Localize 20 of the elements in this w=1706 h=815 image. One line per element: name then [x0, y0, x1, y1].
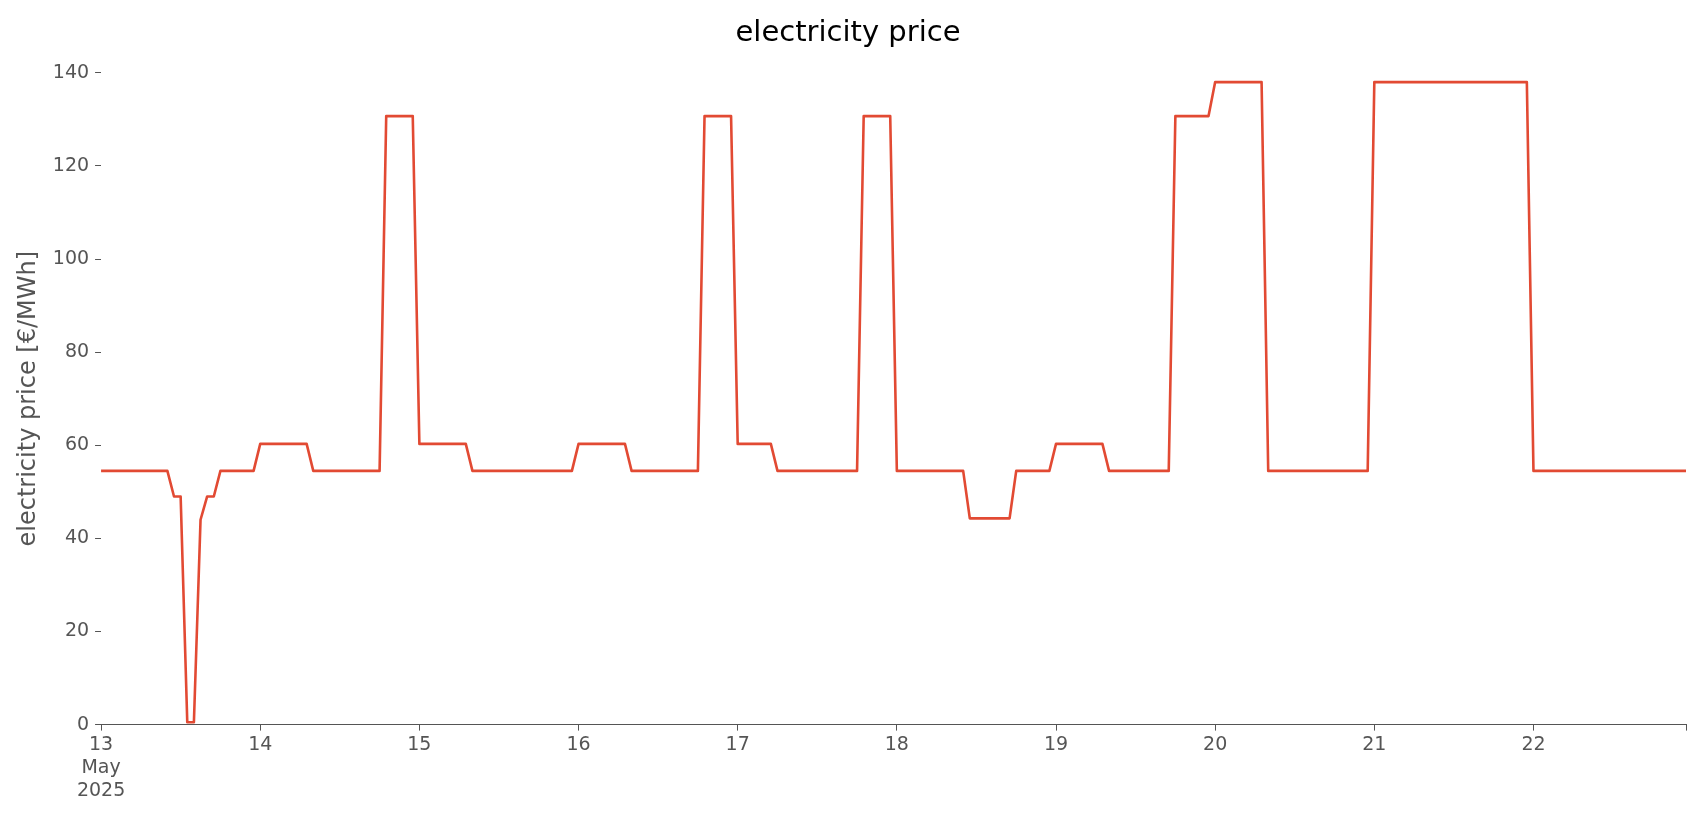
- y-tick-label: 60: [64, 432, 90, 455]
- x-tick-label: 16: [566, 731, 591, 754]
- y-tick-label: 20: [64, 618, 90, 641]
- y-tick-label: 0: [76, 711, 90, 734]
- y-tick-label: 40: [64, 525, 90, 548]
- x-tick-label: 22: [1521, 731, 1546, 754]
- y-tick-label: 140: [52, 59, 90, 82]
- x-tick-label: 18: [884, 731, 909, 754]
- x-tick-label: 19: [1043, 731, 1069, 754]
- x-tick-label: 17: [725, 731, 750, 754]
- y-tick-label: 100: [52, 245, 90, 268]
- x-tick-label: 15: [407, 731, 432, 754]
- y-tick-label: 80: [64, 339, 90, 362]
- x-tick-label: 14: [248, 731, 273, 754]
- chart-title: electricity price: [735, 13, 961, 48]
- y-axis-title: electricity price [€/MWh]: [12, 250, 41, 547]
- y-tick-label: 120: [52, 152, 90, 175]
- x-tick-label: 13 May 2025: [76, 731, 126, 800]
- x-tick-label: 21: [1362, 731, 1387, 754]
- x-tick-label: 20: [1203, 731, 1228, 754]
